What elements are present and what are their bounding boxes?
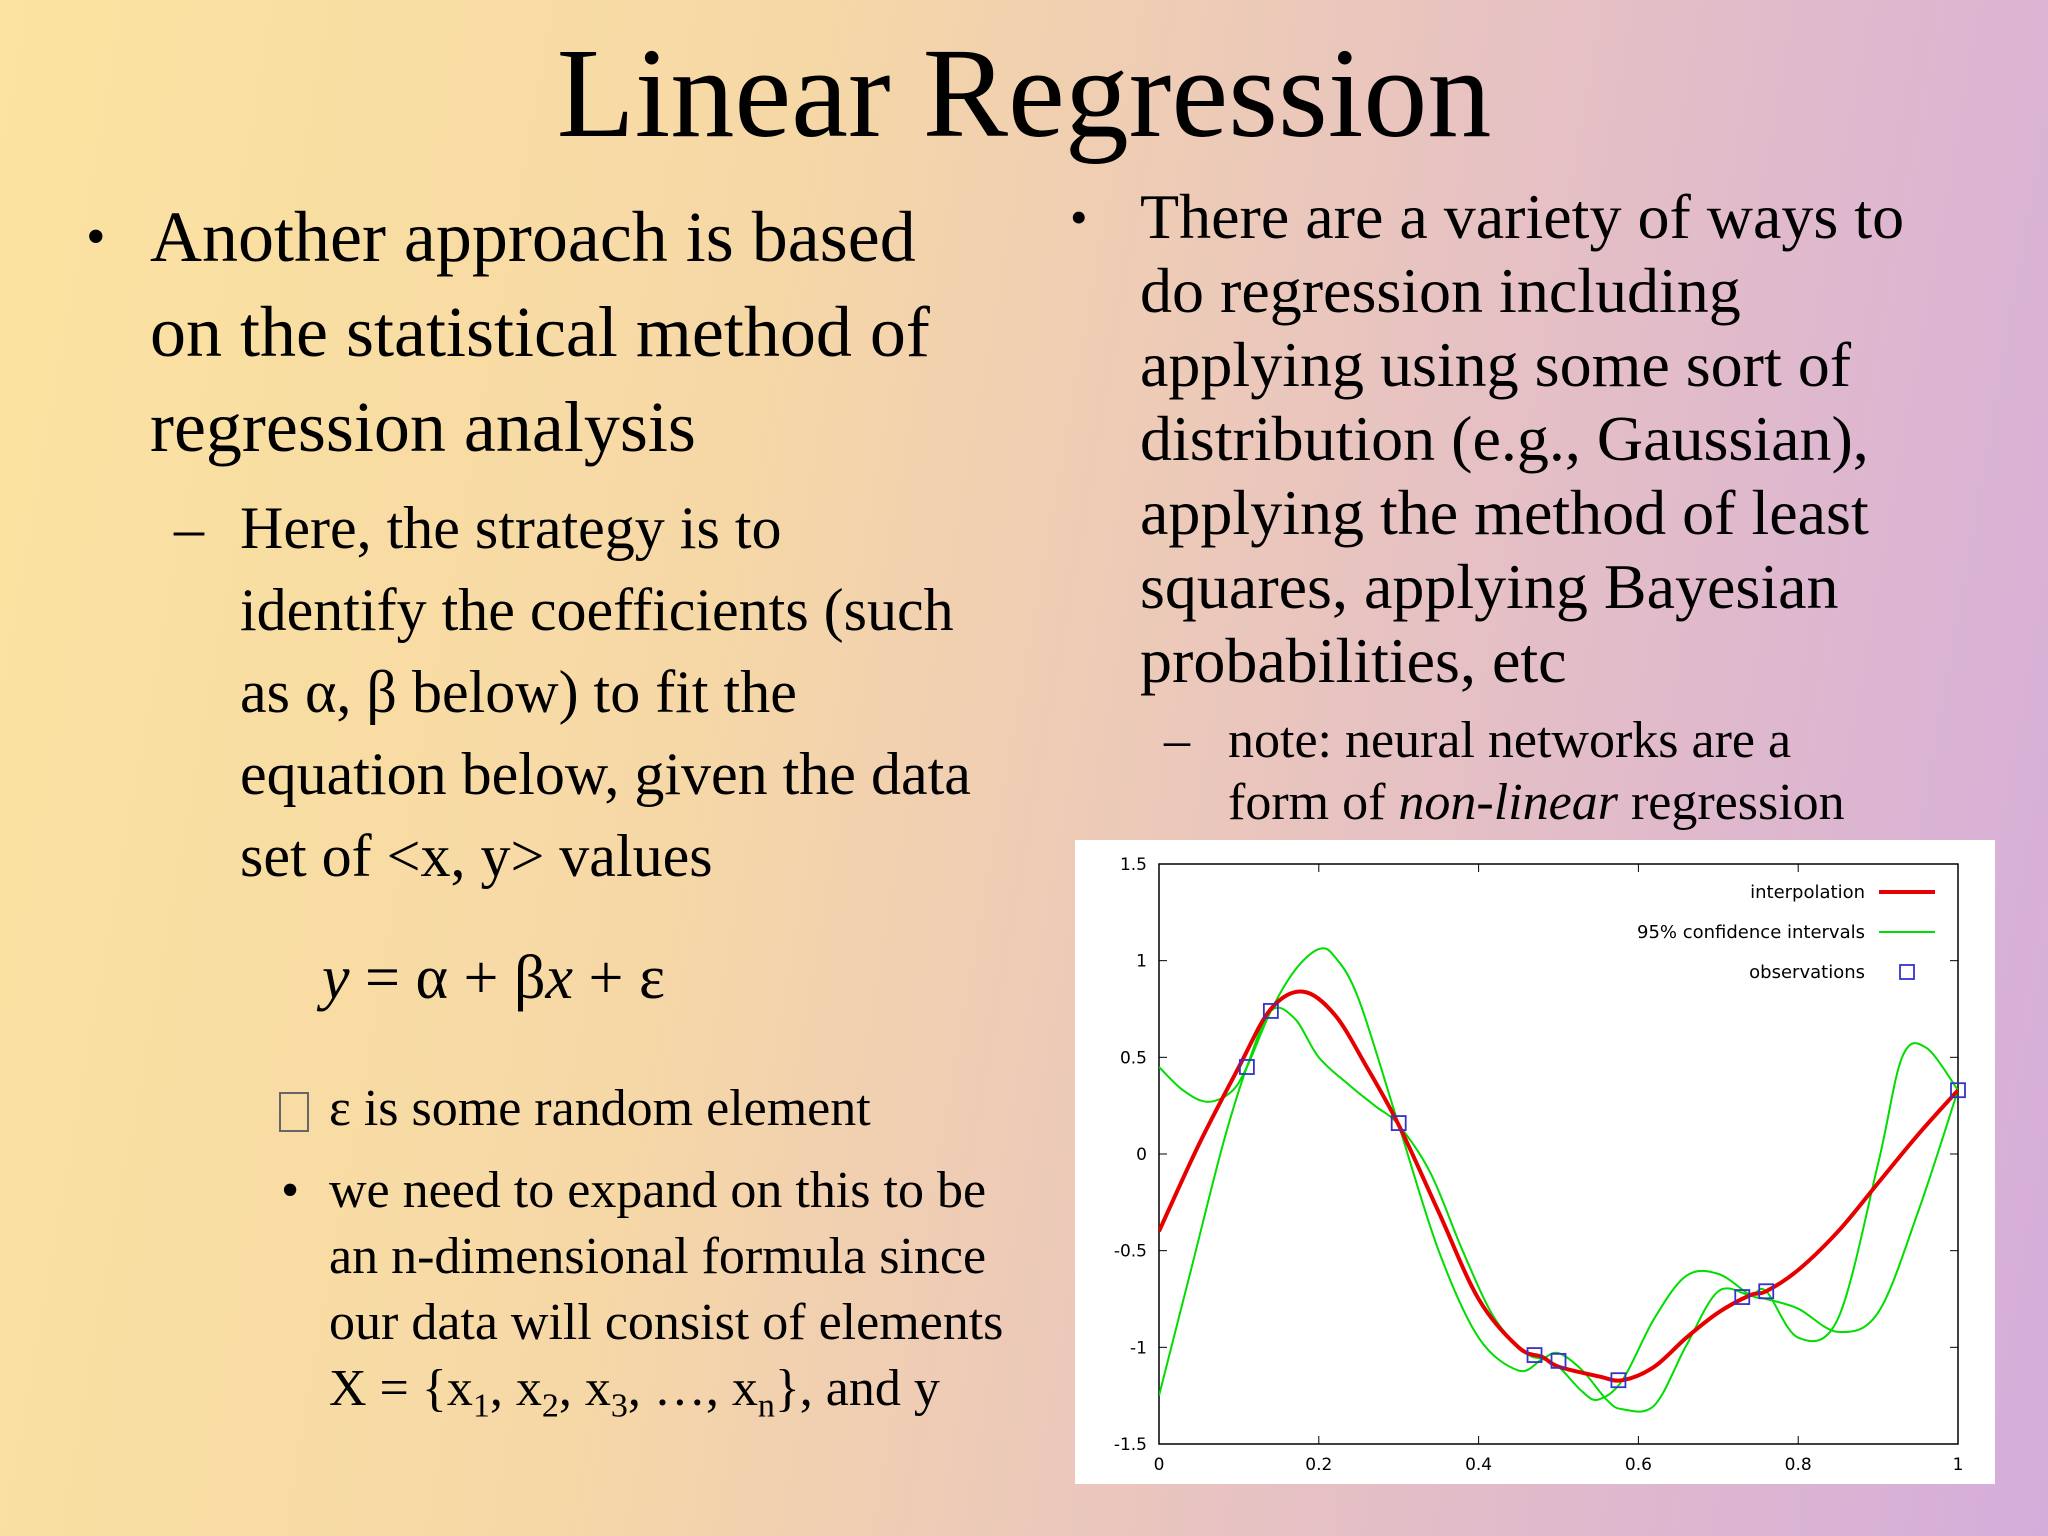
bullet-dot: • bbox=[1070, 189, 1088, 245]
y-tick-label: 0 bbox=[1136, 1145, 1147, 1165]
bullet-line: applying using some sort of bbox=[1140, 329, 1852, 400]
bullet-line: do regression including bbox=[1140, 255, 1741, 326]
observation-point bbox=[1238, 1059, 1255, 1075]
bullet-line: squares, applying Bayesian bbox=[1140, 551, 1839, 622]
bullet-main-right: • There are a variety of ways to do regr… bbox=[1070, 180, 1905, 698]
sub-line: set of <x, y> values bbox=[240, 823, 713, 889]
observation-point bbox=[1610, 1372, 1627, 1389]
bullet-line: applying the method of least bbox=[1140, 477, 1869, 548]
sub-line: Here, the strategy is to bbox=[240, 495, 782, 561]
interpolation-line bbox=[1159, 989, 1958, 1383]
chart-svg: 0 0.2 0.4 0.6 0.8 1 1.5 1 0.5 0 -0.5 -1 -1.5 interpol… bbox=[1114, 855, 1966, 1475]
bullet-line: distribution (e.g., Gaussian), bbox=[1140, 403, 1869, 474]
bullet-line: There are a variety of ways to bbox=[1140, 181, 1905, 252]
eq-x: x bbox=[545, 944, 574, 1012]
regression-chart: 0 0.2 0.4 0.6 0.8 1 1.5 1 0.5 0 -0.5 -1 -1.5 interpol… bbox=[1075, 840, 1995, 1484]
plot-frame bbox=[1158, 863, 1959, 1445]
sub-bullet-note: – note: neural networks are a form of no… bbox=[1164, 710, 1845, 834]
observation-point bbox=[1950, 1082, 1966, 1099]
bullet-dot: • bbox=[281, 1162, 300, 1219]
item-line: our data will consist of elements bbox=[329, 1294, 1004, 1351]
eq-y: y bbox=[322, 944, 350, 1012]
right-column: • There are a variety of ways to do regr… bbox=[1050, 0, 2048, 840]
observation-point bbox=[1550, 1352, 1567, 1369]
item-epsilon: ε is some random element bbox=[279, 1076, 871, 1142]
sub-line: as α, β below) to fit the bbox=[240, 659, 797, 725]
sub-line: identify the coefficients (such bbox=[240, 577, 954, 643]
y-tick-label: -1.5 bbox=[1114, 1435, 1147, 1455]
slide-title: Linear Regression bbox=[556, 22, 1492, 164]
x-tick-label: 0.4 bbox=[1465, 1455, 1492, 1475]
bullet-main-left: • Another approach is based on the stati… bbox=[86, 190, 930, 475]
item-line: we need to expand on this to be bbox=[329, 1162, 987, 1219]
bullet-line: probabilities, etc bbox=[1140, 625, 1567, 696]
confidence-interval-line bbox=[1159, 947, 1958, 1413]
regression-equation: y = α + βx + ε bbox=[322, 940, 665, 1016]
x-tick-label: 0.2 bbox=[1305, 1455, 1332, 1475]
x-tick-label: 0 bbox=[1154, 1455, 1165, 1475]
left-column: • Another approach is based on the stati… bbox=[86, 190, 1004, 1425]
x-tick-label: 0.6 bbox=[1625, 1455, 1652, 1475]
note-line: note: neural networks are a bbox=[1228, 712, 1792, 769]
observation-point bbox=[1390, 1115, 1407, 1131]
sub-bullet-strategy: – Here, the strategy is to identify the … bbox=[174, 487, 971, 897]
y-tick-label: -1 bbox=[1130, 1338, 1147, 1358]
observation-point bbox=[1262, 1003, 1279, 1019]
item-text: ε is some random element bbox=[329, 1080, 871, 1137]
dash-marker: – bbox=[174, 495, 204, 561]
sub-line: equation below, given the data bbox=[240, 741, 971, 807]
y-tick-label: 1 bbox=[1136, 952, 1147, 972]
x-tick-label: 0.8 bbox=[1785, 1455, 1812, 1475]
y-tick-label: 1.5 bbox=[1120, 855, 1147, 875]
legend-marker bbox=[1899, 964, 1915, 980]
confidence-interval-line bbox=[1159, 1006, 1958, 1401]
y-tick-label: 0.5 bbox=[1120, 1048, 1147, 1068]
bullet-line: Another approach is based bbox=[150, 197, 916, 277]
legend-label: 95% confidence intervals bbox=[1637, 922, 1865, 943]
non-linear-emphasis: non-linear bbox=[1398, 774, 1618, 831]
observation-point bbox=[1526, 1347, 1543, 1363]
observation-point bbox=[1758, 1283, 1775, 1300]
item-line: an n-dimensional formula since bbox=[329, 1228, 987, 1285]
y-tick-label: -0.5 bbox=[1114, 1242, 1147, 1262]
note-line: form of non-linear regression bbox=[1228, 774, 1845, 831]
eq-tail: + ε bbox=[573, 944, 666, 1012]
x-tick-label: 1 bbox=[1953, 1455, 1964, 1475]
dash-marker: – bbox=[1164, 712, 1190, 769]
eq-middle: = α + β bbox=[349, 944, 546, 1012]
item-expand: • we need to expand on this to be an n-d… bbox=[281, 1158, 1004, 1425]
legend-label: interpolation bbox=[1750, 882, 1865, 903]
bullet-line: regression analysis bbox=[150, 387, 696, 467]
placeholder-box-icon bbox=[279, 1092, 309, 1132]
item-line-set: X = {x1, x2, x3, …, xn}, and y bbox=[329, 1360, 940, 1425]
legend-label: observations bbox=[1749, 962, 1865, 983]
bullet-dot: • bbox=[86, 206, 106, 268]
bullet-line: on the statistical method of bbox=[150, 292, 930, 372]
observation-point bbox=[1734, 1289, 1751, 1305]
